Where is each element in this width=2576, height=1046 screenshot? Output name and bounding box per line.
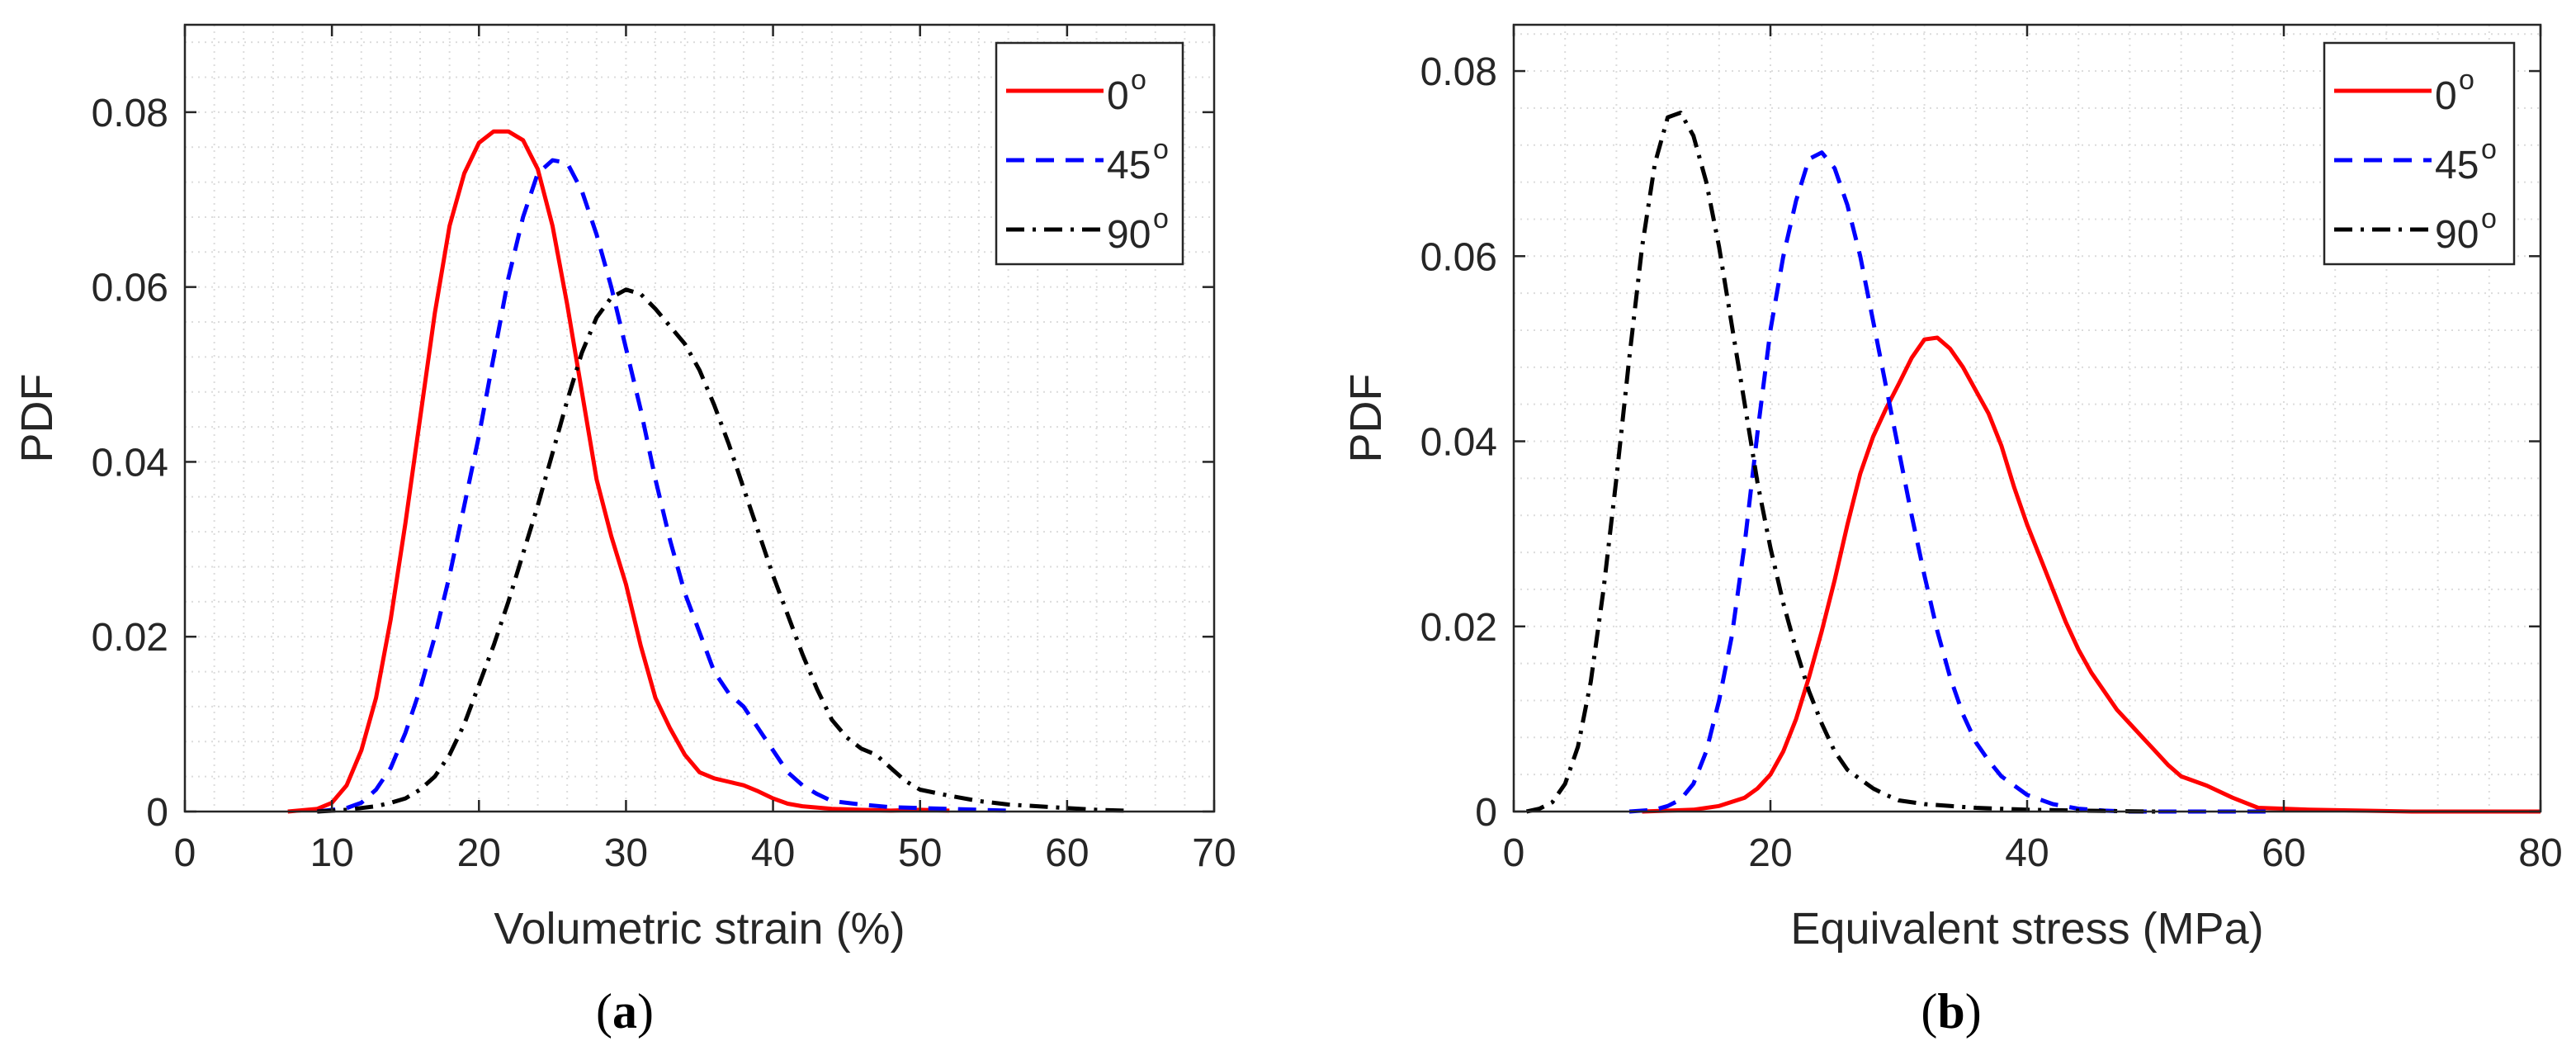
series-line-45 <box>1628 150 2271 814</box>
legend-degree-mark: o <box>1131 64 1146 96</box>
x-axis-label: Equivalent stress (MPa) <box>1790 904 2263 954</box>
legend-label: 45 <box>2435 144 2479 187</box>
chart-panel-b: 0 20 40 60 80 0 0.02 0.04 0.06 0.08 Equivalent str… <box>1341 23 2563 1039</box>
y-axis-label: PDF <box>12 374 62 463</box>
x-tick-label: 0 <box>174 831 196 875</box>
panel-label-letter: b <box>1937 984 1964 1039</box>
panel-label-open: ( <box>1921 984 1937 1039</box>
x-tick-label: 70 <box>1192 831 1236 875</box>
legend: 0 o45 o90 o <box>2323 41 2516 266</box>
x-axis-label: Volumetric strain (%) <box>494 904 905 954</box>
x-tick-label: 60 <box>2262 831 2305 875</box>
legend-degree-mark: o <box>2481 134 2497 165</box>
panel-label: (b) <box>1921 984 1981 1039</box>
y-tick-label: 0.02 <box>1420 606 1497 650</box>
legend-label: 45 <box>1107 144 1151 187</box>
x-tick-label: 40 <box>751 831 795 875</box>
y-tick-label: 0.04 <box>92 441 168 485</box>
legend-degree-mark: o <box>1153 203 1169 234</box>
y-tick-label: 0.02 <box>92 616 168 660</box>
series-line-90 <box>317 287 1127 814</box>
legend-label: 90 <box>1107 213 1151 257</box>
panel-label: (a) <box>596 984 654 1039</box>
y-axis-label: PDF <box>1341 374 1391 463</box>
x-tick-label: 10 <box>310 831 353 875</box>
x-tick-label: 0 <box>1503 831 1525 875</box>
x-tick-label: 60 <box>1045 831 1089 875</box>
chart-panel-a: 0 10 20 30 40 50 60 70 0 0.02 0.04 0.06 0.08 Volumetr… <box>12 23 1236 1039</box>
x-tick-label: 50 <box>898 831 942 875</box>
legend-degree-mark: o <box>1153 134 1169 165</box>
y-tick-label: 0 <box>1475 791 1497 835</box>
panel-label-letter: a <box>612 984 637 1039</box>
legend-label: 90 <box>2435 213 2479 257</box>
x-tick-label: 30 <box>604 831 648 875</box>
series-line-90 <box>1525 111 2156 814</box>
legend-box <box>2323 41 2516 266</box>
axes-box <box>183 23 1216 813</box>
y-tick-label: 0.06 <box>92 267 168 310</box>
y-tick-label: 0.08 <box>1420 50 1497 94</box>
y-tick-label: 0.08 <box>92 92 168 135</box>
legend: 0 o45 o90 o <box>995 41 1184 266</box>
panel-label-close: ) <box>1965 984 1982 1039</box>
legend-degree-mark: o <box>2481 203 2497 234</box>
legend-label: 0 <box>1107 74 1129 118</box>
x-tick-label: 80 <box>2518 831 2562 875</box>
y-tick-label: 0.04 <box>1420 421 1497 465</box>
x-tick-label: 20 <box>457 831 501 875</box>
y-tick-label: 0 <box>146 791 168 835</box>
series-line-0 <box>1642 335 2541 814</box>
x-tick-label: 20 <box>1748 831 1792 875</box>
x-tick-label: 40 <box>2005 831 2049 875</box>
panel-label-open: ( <box>596 984 612 1039</box>
series-line-0 <box>287 129 950 814</box>
series-line-45 <box>317 158 1009 814</box>
legend-label: 0 <box>2435 74 2457 118</box>
legend-degree-mark: o <box>2459 64 2474 96</box>
legend-box <box>995 41 1184 266</box>
panel-label-close: ) <box>637 984 654 1039</box>
y-tick-label: 0.06 <box>1420 235 1497 279</box>
